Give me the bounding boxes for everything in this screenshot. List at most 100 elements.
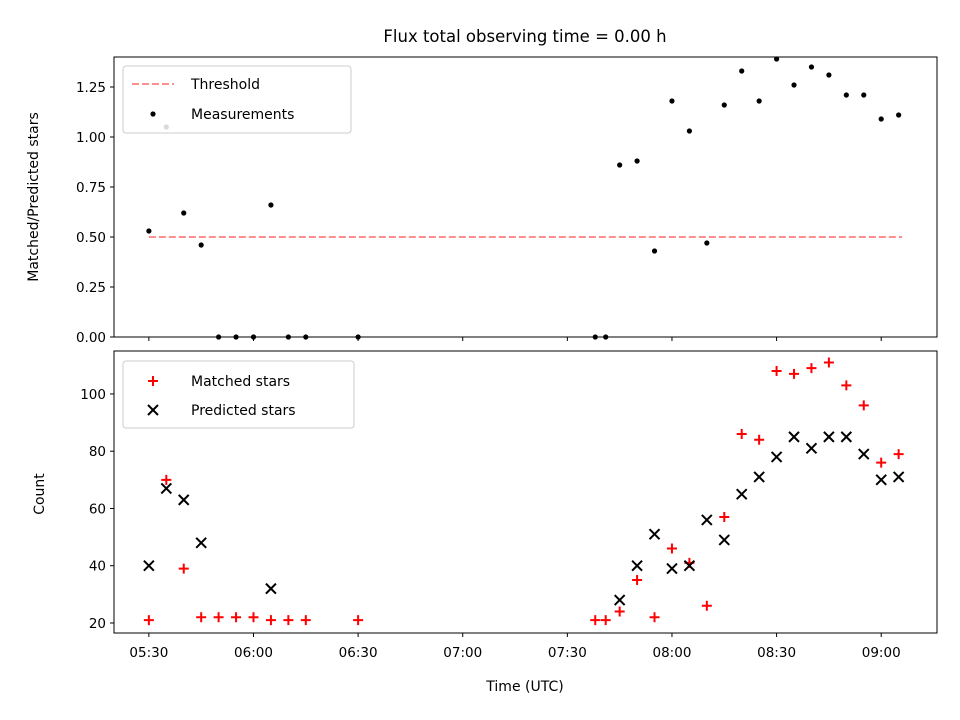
y-tick-label: 0.00 <box>76 330 106 346</box>
matched-star-point <box>353 615 364 626</box>
legend-matched-label: Matched stars <box>191 374 290 390</box>
x-tick-label: 09:00 <box>862 645 901 661</box>
matched-star-point <box>300 615 311 626</box>
predicted-star-point <box>178 494 190 506</box>
matched-star-point <box>143 615 154 626</box>
measurement-point <box>592 334 598 340</box>
y-tick-label: 60 <box>89 501 106 517</box>
predicted-star-point <box>631 560 643 572</box>
matched-star-point <box>649 612 660 623</box>
matched-star-point <box>213 612 224 623</box>
measurement-point <box>773 56 780 62</box>
predicted-star-point <box>613 594 626 606</box>
matched-star-point <box>823 357 834 368</box>
matched-star-point <box>231 612 242 623</box>
matched-star-point <box>736 429 747 440</box>
matched-star-point <box>161 474 172 485</box>
predicted-star-point <box>160 482 173 495</box>
matched-star-point <box>178 563 189 574</box>
measurement-point <box>303 334 309 340</box>
predicted-star-point <box>805 442 818 455</box>
matched-star-point <box>600 615 611 626</box>
predicted-star-point <box>892 471 905 483</box>
matched-star-point <box>265 615 276 626</box>
predicted-star-point <box>195 537 207 549</box>
measurement-point <box>603 334 609 340</box>
measurement-point <box>355 334 361 340</box>
measurement-point <box>756 98 762 104</box>
predicted-star-point <box>875 474 887 486</box>
predicted-star-point <box>265 582 277 595</box>
y-tick-label: 0.50 <box>76 230 106 246</box>
predicted-star-point <box>770 451 783 463</box>
top-ylabel: Matched/Predicted stars <box>26 112 42 282</box>
predicted-star-point <box>666 562 678 575</box>
matched-star-point <box>632 575 643 586</box>
x-tick-label: 08:30 <box>757 645 796 661</box>
bottom-plot-area: 20 40 60 80 100 05:30 06:00 06:30 07:00 07:30 08:0… <box>80 350 938 661</box>
x-tick-label: 06:30 <box>339 645 378 661</box>
predicted-star-point <box>840 431 853 443</box>
x-tick-label: 05:30 <box>129 645 168 661</box>
predicted-star-point <box>718 534 730 546</box>
legend-predicted-swatch <box>147 404 159 416</box>
measurement-point <box>617 162 623 168</box>
measurement-point <box>198 242 204 248</box>
matched-star-point <box>806 363 817 374</box>
measurement-point <box>878 116 884 122</box>
y-tick-label: 1.25 <box>76 80 106 96</box>
measurement-point <box>285 334 291 340</box>
measurement-point <box>826 72 832 78</box>
y-tick-label: 0.75 <box>76 180 106 196</box>
legend-box <box>122 65 352 134</box>
matched-star-point <box>590 615 601 626</box>
bottom-legend: Matched stars Predicted stars <box>122 360 355 429</box>
y-tick-label: 20 <box>89 616 106 632</box>
y-tick-label: 100 <box>80 387 106 403</box>
legend-matched-swatch <box>148 376 158 386</box>
measurement-point <box>250 334 257 340</box>
matched-star-point <box>893 449 904 460</box>
matched-star-point <box>666 543 677 554</box>
y-tick-label: 80 <box>89 444 106 460</box>
matched-star-point <box>754 434 765 445</box>
measurement-point <box>233 334 239 340</box>
predicted-star-point <box>143 560 155 572</box>
measurement-point <box>704 240 710 246</box>
measurement-point <box>686 128 693 134</box>
y-tick-label: 1.00 <box>76 130 106 146</box>
measurement-point <box>739 68 745 74</box>
x-tick-label: 07:30 <box>548 645 587 661</box>
top-legend: Threshold Measurements <box>122 65 352 134</box>
matched-star-point <box>701 600 712 611</box>
measurement-point <box>216 334 222 340</box>
predicted-star-point <box>648 528 661 540</box>
matched-star-point <box>614 606 625 617</box>
measurement-point <box>808 64 815 70</box>
measurement-point <box>721 102 727 108</box>
legend-predicted-label: Predicted stars <box>191 403 296 419</box>
matched-star-point <box>196 612 207 623</box>
x-tick-label: 08:00 <box>653 645 692 661</box>
predicted-star-point <box>683 560 696 572</box>
predicted-star-point <box>753 471 765 483</box>
y-tick-label: 40 <box>89 559 106 575</box>
top-plot-area: 0.00 0.25 0.50 0.75 1.00 1.25 Threshold Measure… <box>76 56 938 346</box>
matched-star-point <box>719 512 730 523</box>
matched-star-point <box>858 400 869 411</box>
measurement-point <box>861 92 867 98</box>
legend-box <box>122 360 355 429</box>
measurement-point <box>268 202 274 208</box>
matched-star-point <box>789 368 800 379</box>
matched-star-point <box>841 380 852 391</box>
legend-measurements-swatch <box>150 111 156 117</box>
bottom-xlabel: Time (UTC) <box>485 679 563 695</box>
matched-star-point <box>771 366 782 377</box>
predicted-star-point <box>736 488 748 500</box>
predicted-star-point <box>788 431 800 443</box>
legend-threshold-label: Threshold <box>190 77 260 93</box>
matched-star-point <box>248 612 259 623</box>
measurement-point <box>651 248 658 254</box>
measurement-point <box>634 158 640 164</box>
predicted-star-point <box>858 448 870 460</box>
